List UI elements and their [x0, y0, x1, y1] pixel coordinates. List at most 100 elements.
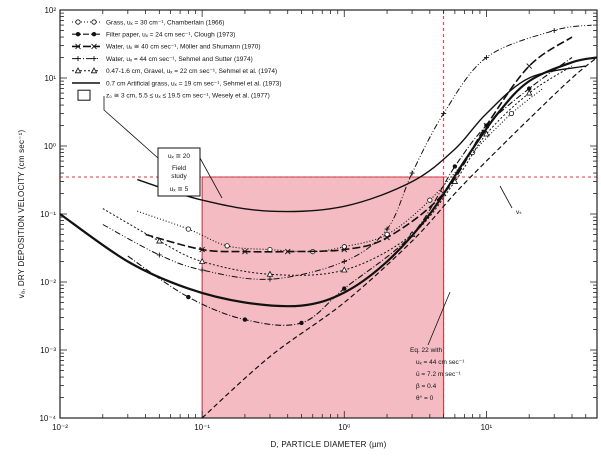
- series-3-point: [409, 170, 415, 176]
- series-4-point: [340, 266, 348, 273]
- series-3-point: [156, 252, 162, 258]
- series-line-0: [137, 88, 544, 253]
- series-2-point: [526, 63, 533, 69]
- legend-label: Water, uₓ = 44 cm sec⁻¹, Sehmel and Sutt…: [106, 56, 253, 63]
- series-3-point: [267, 276, 273, 282]
- series-1-point: [299, 320, 304, 326]
- series-4-point: [266, 270, 274, 277]
- legend-label: 0.47-1.6 cm, Gravel, uₓ = 22 cm sec⁻¹, S…: [106, 68, 277, 75]
- series-3-point: [551, 27, 557, 33]
- field-box-line: uₓ ≅ 5: [170, 186, 189, 193]
- series-3-point: [441, 111, 447, 117]
- eq22-annotation-line: Eq. 22 with: [410, 347, 443, 354]
- series-3-point: [384, 226, 390, 232]
- legend-layer: Grass, uₓ = 30 cm⁻¹, Chamberlain (1966) F…: [72, 19, 282, 101]
- y-tick-label: 10⁰: [44, 142, 56, 151]
- series-3-point: [341, 259, 347, 265]
- legend-swatch-marker: [91, 56, 97, 62]
- y-axis-label: vₐ, DRY DEPOSITION VELOCITY (cm sec⁻¹): [17, 130, 26, 299]
- legend-label: 0.7 cm Artificial grass, uₓ = 19 cm sec⁻…: [106, 80, 282, 87]
- y-tick-label: 10⁻²: [40, 278, 56, 287]
- series-1-point: [342, 286, 347, 291]
- series-1-point: [526, 86, 532, 91]
- legend-entry-0: Grass, uₓ = 30 cm⁻¹, Chamberlain (1966): [72, 19, 224, 26]
- shade-layer: [60, 10, 597, 419]
- series-2-point: [199, 246, 205, 253]
- x-tick-label: 10⁻²: [52, 423, 68, 432]
- legend-entry-3: Water, uₓ = 44 cm sec⁻¹, Sehmel and Sutt…: [72, 56, 253, 63]
- field-study-box: [157, 147, 201, 197]
- eq22-leader: [427, 291, 451, 346]
- legend-entry-4: 0.47-1.6 cm, Gravel, uₓ = 22 cm sec⁻¹, S…: [72, 67, 277, 75]
- series-0-point: [185, 226, 191, 232]
- x-axis-label: D, PARTICLE DIAMETER (µm): [271, 440, 387, 449]
- legend-label: Water, uₓ ≅ 40 cm sec⁻¹, Möller and Shum…: [106, 44, 261, 51]
- legend-swatch-marker: [74, 67, 82, 74]
- series-2-point: [384, 234, 390, 241]
- series-2-point: [242, 248, 248, 255]
- legend-swatch-marker: [91, 43, 97, 50]
- series-line-7: [201, 57, 597, 418]
- field-box-line: Field: [172, 165, 186, 172]
- field-box-leader-1: [103, 96, 159, 159]
- x-tick-label: 10⁰: [338, 423, 350, 432]
- series-1-point: [452, 164, 458, 169]
- y-tick-label: 10⁻³: [40, 346, 56, 355]
- legend-swatch-marker: [90, 67, 98, 74]
- x-tick-label: 10¹: [481, 423, 493, 432]
- series-4-point: [198, 257, 206, 264]
- legend-swatch-marker: [91, 32, 97, 37]
- legend-label: Filter paper, uₓ = 24 cm sec⁻¹, Clough (…: [106, 32, 235, 39]
- series-3-point: [199, 267, 205, 273]
- series-line-6: [60, 56, 597, 308]
- field-box-line: study: [171, 173, 187, 180]
- series-0-point: [427, 197, 433, 203]
- field-box-line: uₓ ≅ 20: [168, 153, 190, 160]
- legend-entry-1: Filter paper, uₓ = 24 cm sec⁻¹, Clough (…: [72, 32, 235, 39]
- legend-swatch-box: [77, 89, 91, 101]
- series-4-point: [451, 177, 459, 184]
- legend-swatch-marker: [75, 32, 81, 37]
- y-tick-label: 10¹: [44, 74, 56, 83]
- y-tick-label: 10⁻⁴: [39, 414, 56, 423]
- x-tick-label: 10⁻¹: [194, 423, 210, 432]
- field-study-shaded-region: [202, 177, 444, 418]
- series-3-point: [483, 55, 489, 61]
- legend-entry-5: 0.7 cm Artificial grass, uₓ = 19 cm sec⁻…: [72, 80, 282, 87]
- vs-curve-label: vₛ: [516, 209, 522, 216]
- series-line-5: [137, 65, 586, 213]
- series-0-point: [224, 243, 230, 249]
- legend-entry-2: Water, uₓ ≅ 40 cm sec⁻¹, Möller and Shum…: [72, 43, 261, 51]
- field-box-leader-2: [199, 157, 223, 199]
- eq22-annotation-line: β = 0.4: [416, 383, 437, 390]
- series-4-point: [483, 130, 490, 137]
- legend-swatch-marker: [75, 56, 81, 62]
- y-tick-label: 10⁻¹: [40, 210, 56, 219]
- legend-label: z₀ ≅ 3 cm, 5.5 ≤ uₓ ≤ 19.5 cm sec⁻¹, Wes…: [106, 93, 270, 100]
- series-line-1: [127, 57, 573, 326]
- legend-swatch-marker: [91, 19, 97, 25]
- series-1: [127, 57, 573, 326]
- series-2-point: [341, 246, 348, 253]
- series-3: [102, 24, 592, 282]
- series-4-point: [525, 89, 533, 96]
- y-tick-label: 10²: [44, 6, 56, 15]
- eq22-annotation-line: θ° = 0: [416, 394, 434, 402]
- vs-leader: [499, 185, 513, 209]
- series-7: [201, 57, 597, 418]
- series-6: [60, 56, 597, 308]
- eq22-annotation-line: ū = 7.2 m sec⁻¹: [416, 371, 462, 378]
- legend-entry-6: z₀ ≅ 3 cm, 5.5 ≤ uₓ ≤ 19.5 cm sec⁻¹, Wes…: [77, 89, 270, 101]
- series-1-point: [242, 317, 248, 322]
- series-1-point: [186, 294, 191, 300]
- series-4-point: [156, 237, 163, 244]
- legend-swatch-marker: [75, 19, 81, 25]
- series-layer: [60, 24, 597, 418]
- series-5: [137, 65, 586, 213]
- series-2-point: [284, 248, 291, 255]
- series-0-point: [508, 110, 515, 117]
- eq22-annotation-line: uₓ = 44 cm sec⁻¹: [416, 359, 465, 366]
